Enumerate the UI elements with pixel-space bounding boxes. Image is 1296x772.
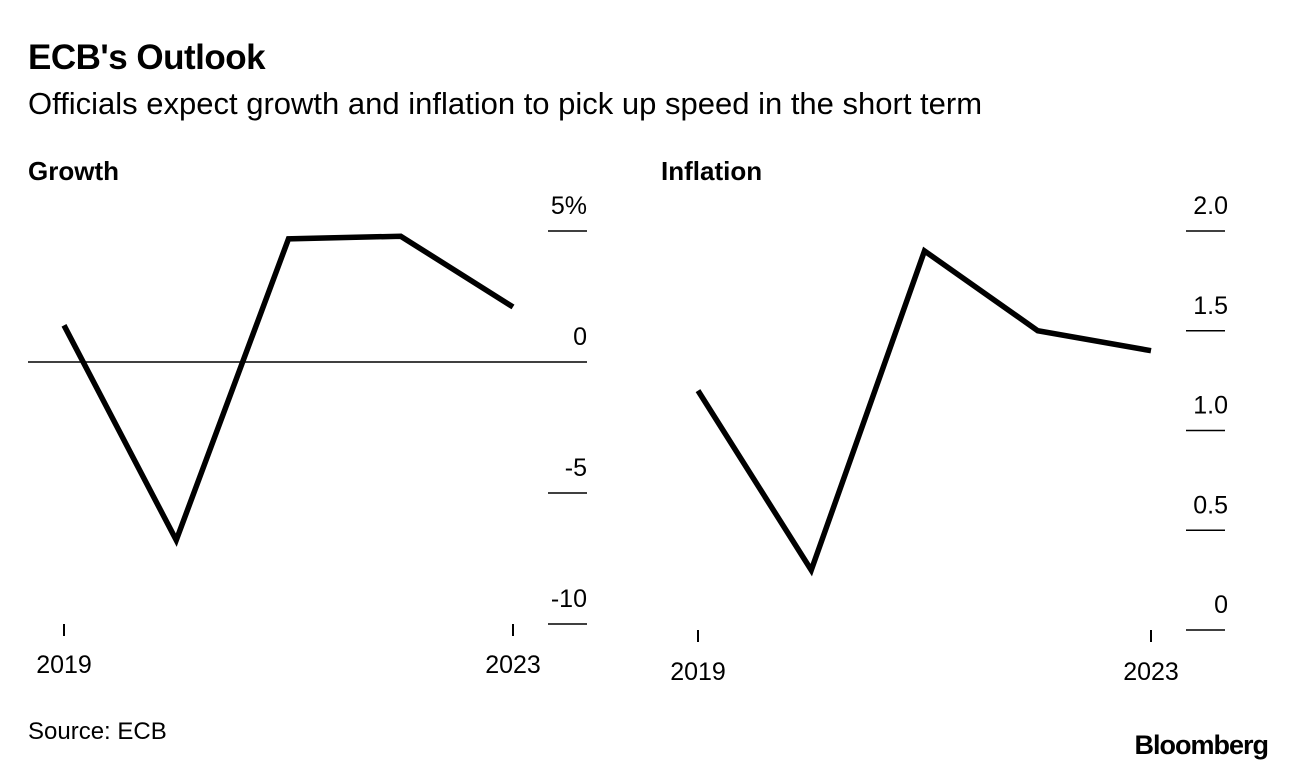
growth-y-tick-label: -10 bbox=[551, 585, 587, 613]
source-note: Source: ECB bbox=[28, 718, 167, 745]
inflation-panel-title: Inflation bbox=[661, 156, 763, 186]
bloomberg-logo: Bloomberg bbox=[1134, 730, 1269, 760]
chart-subtitle: Officials expect growth and inflation to… bbox=[28, 86, 983, 121]
growth-x-tick-label: 2019 bbox=[36, 651, 92, 679]
growth-y-tick-label: 5% bbox=[551, 192, 587, 220]
inflation-y-tick-label: 1.5 bbox=[1193, 292, 1228, 320]
inflation-y-tick-label: 0 bbox=[1214, 591, 1228, 619]
growth-panel-title: Growth bbox=[28, 156, 119, 186]
inflation-x-tick-label: 2019 bbox=[670, 658, 726, 686]
inflation-y-tick-label: 1.0 bbox=[1193, 392, 1228, 420]
inflation-series-line bbox=[695, 246, 1152, 577]
growth-series-line bbox=[61, 233, 515, 547]
growth-x-tick-label: 2023 bbox=[485, 651, 541, 679]
growth-y-tick-label: 0 bbox=[573, 323, 587, 351]
growth-y-tick-label: -5 bbox=[565, 454, 587, 482]
inflation-y-tick-label: 0.5 bbox=[1193, 491, 1228, 519]
inflation-x-tick-label: 2023 bbox=[1123, 658, 1179, 686]
inflation-y-tick-label: 2.0 bbox=[1193, 192, 1228, 220]
chart-title: ECB's Outlook bbox=[28, 38, 266, 77]
